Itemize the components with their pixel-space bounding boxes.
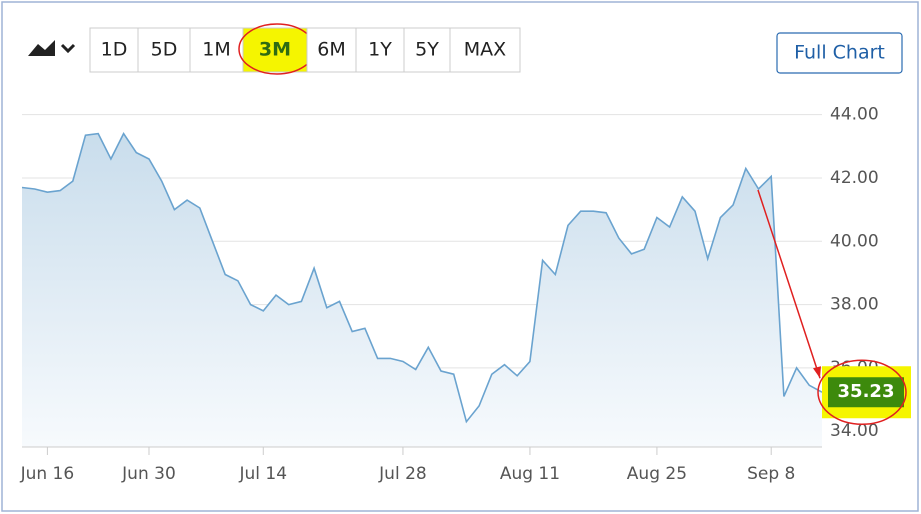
chart-type-icon: [28, 40, 55, 56]
toolbar: 1D 5D 1M 3M 6M 1Y 5Y MAX: [22, 23, 521, 75]
x-tick-label: Aug 25: [627, 464, 687, 484]
last-price-label: 35.23: [838, 381, 895, 402]
range-button[interactable]: [306, 27, 357, 73]
arrow: [757, 189, 821, 379]
full-chart-label: Full Chart: [794, 42, 885, 64]
y-tick-label: 40.00: [830, 231, 879, 251]
range-label: 5D: [151, 39, 178, 61]
x-tick-label: Sep 8: [747, 464, 795, 484]
price-line: [21, 132, 823, 424]
highlight-circle: [817, 359, 907, 425]
y-tick-label: 44.00: [830, 105, 879, 125]
y-tick-label: 34.00: [830, 421, 879, 441]
x-tick-label: Jun 30: [121, 464, 176, 484]
range-label: 5Y: [415, 39, 439, 61]
x-tick-label: Jun 16: [20, 464, 75, 484]
range-button[interactable]: [189, 27, 244, 73]
area: [22, 133, 822, 447]
range-label: 6M: [317, 39, 345, 61]
y-tick-label: 38.00: [830, 295, 879, 315]
range-label: MAX: [464, 39, 506, 61]
range-button[interactable]: [137, 27, 191, 73]
x-tick-label: Jul 28: [378, 464, 427, 484]
dropdown-arrow: [60, 43, 76, 54]
x-tick-label: Aug 11: [500, 464, 560, 484]
range-button[interactable]: [403, 27, 451, 73]
range-label: 3M: [259, 39, 291, 61]
range-button[interactable]: [355, 27, 405, 73]
range-button[interactable]: [89, 27, 139, 73]
range-label: 1M: [202, 39, 230, 61]
range-button[interactable]: [449, 27, 521, 73]
arrow-head: [813, 366, 821, 379]
chart-type-menu[interactable]: [22, 28, 90, 72]
full-chart-button[interactable]: [776, 32, 903, 74]
range-label: 1D: [101, 39, 128, 61]
range-label: 1Y: [368, 39, 392, 61]
y-tick-label: 42.00: [830, 168, 879, 188]
last-price-box: [828, 377, 904, 408]
x-tick-label: Jul 14: [238, 464, 287, 484]
